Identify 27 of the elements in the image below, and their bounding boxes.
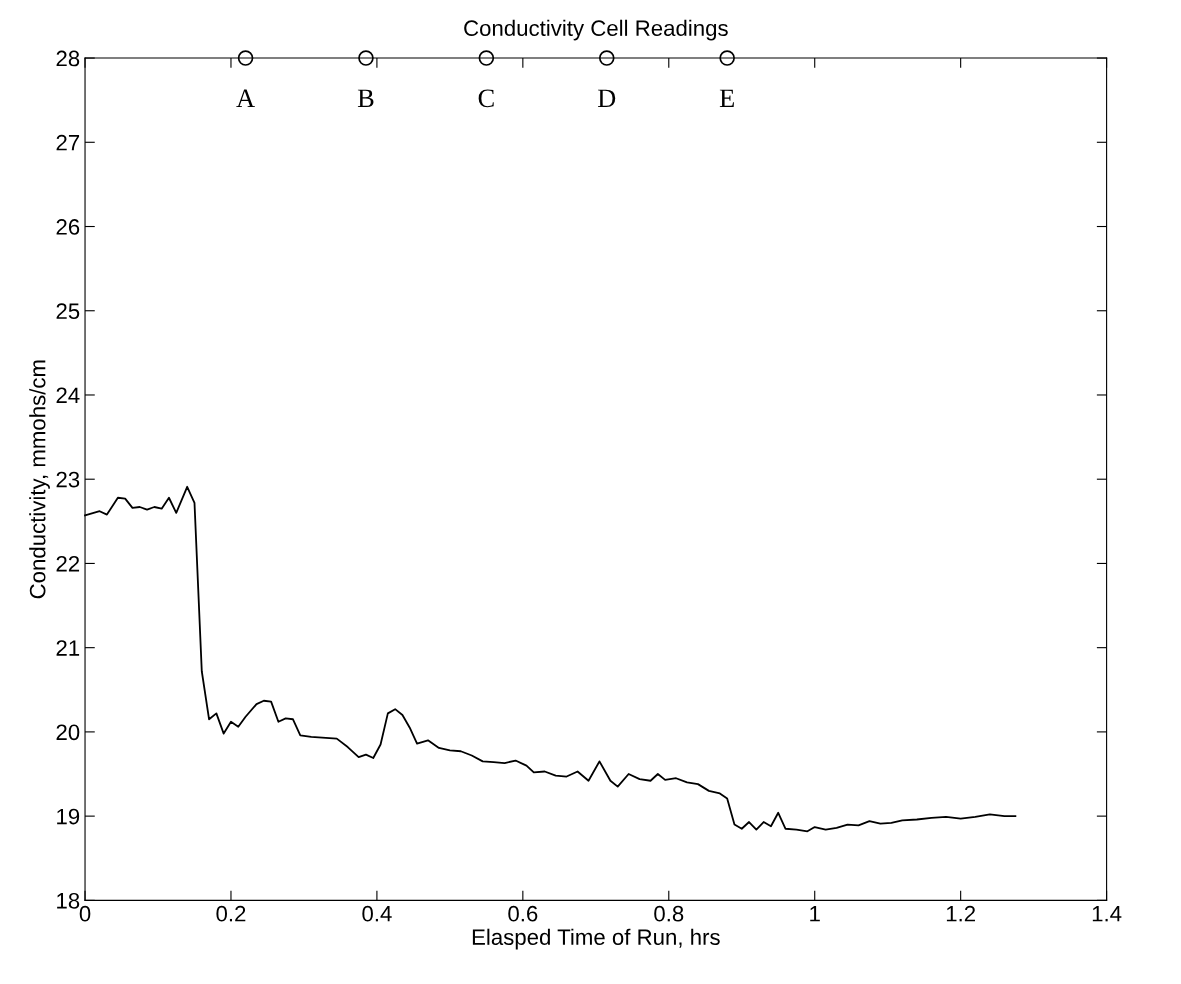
- y-tick-label: 28: [56, 50, 80, 67]
- annotation: E: [719, 89, 734, 107]
- x-tick-label: 1.4: [1092, 906, 1122, 922]
- x-tick-label: 1: [810, 906, 820, 922]
- y-tick-label: 20: [56, 724, 80, 741]
- y-tick-label: 27: [56, 134, 80, 151]
- annotation: A: [236, 89, 255, 107]
- x-tick-label: 0: [79, 905, 91, 922]
- annotation: B: [357, 89, 374, 107]
- y-tick-label: 26: [56, 219, 80, 235]
- x-tick-label: 1.2: [946, 905, 975, 922]
- y-tick-label: 23: [56, 471, 80, 488]
- x-tick-label: 0.4: [362, 905, 392, 922]
- x-axis-title: Elasped Time of Run, hrs: [472, 928, 720, 950]
- y-axis-title: Conductivity, mmohs/cm: [29, 360, 50, 599]
- annotation: C: [478, 89, 494, 108]
- annotation: D: [597, 89, 616, 107]
- y-tick-label: 19: [57, 808, 80, 825]
- y-tick-label: 21: [56, 640, 80, 656]
- y-tick-label: 22: [56, 555, 80, 572]
- x-tick-label: 0.6: [508, 905, 538, 922]
- chart-title: Conductivity Cell Readings: [464, 19, 728, 41]
- y-tick-label: 24: [56, 387, 80, 404]
- x-tick-label: 0.2: [216, 905, 246, 922]
- y-tick-label: 25: [56, 303, 80, 320]
- x-tick-label: 0.8: [654, 905, 684, 922]
- y-tick-label: 18: [57, 892, 80, 909]
